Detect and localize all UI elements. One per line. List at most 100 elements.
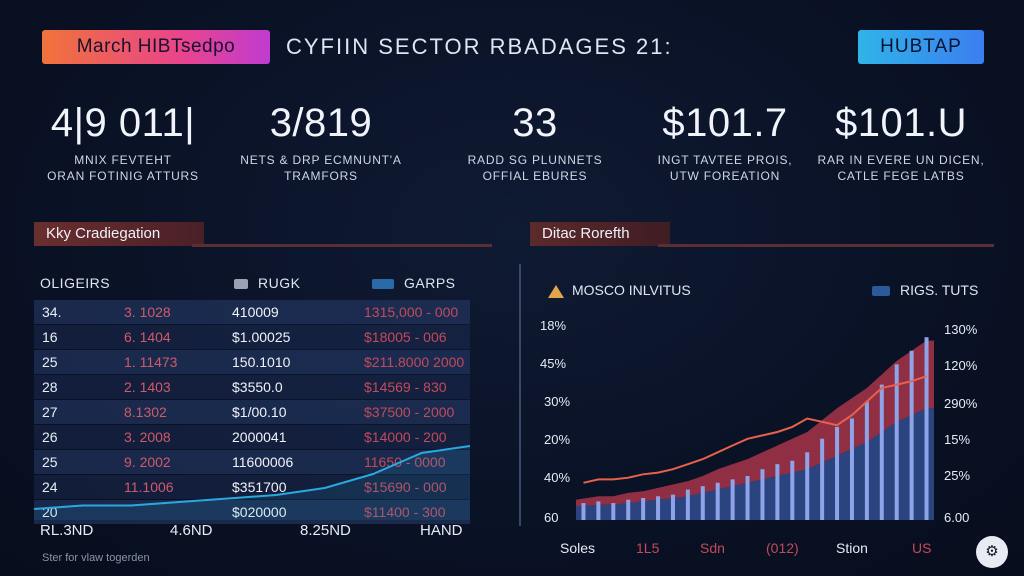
bars-icon: [872, 286, 890, 297]
brand-pill[interactable]: March HIBTsedpo: [42, 30, 270, 64]
panel-divider: [658, 244, 994, 247]
table-cell: $37500 - 2000: [364, 404, 455, 420]
table-row[interactable]: 34. 3. 1028 410009 1315,000 - 000: [34, 300, 470, 324]
row-background: [34, 425, 470, 449]
y-tick-left: 20%: [544, 432, 571, 447]
table-row[interactable]: 20$020000$11400 - 300: [34, 500, 470, 524]
legend-item[interactable]: MOSCO INLVITUS: [548, 282, 691, 298]
x-tick-label: US: [912, 540, 932, 556]
bar: [805, 452, 810, 520]
col-header[interactable]: RUGK: [234, 275, 300, 291]
table-cell: 34.: [42, 304, 62, 320]
bar: [760, 469, 765, 520]
col-header[interactable]: GARPS: [372, 275, 456, 291]
kpi-caption: RADD SG PLUNNETS OFFIAL EBURES: [467, 153, 603, 183]
kpi-card: 3/819 NETS & DRP ECMNUNT'A TRAMFORS: [226, 100, 416, 184]
table-cell: 150.1010: [232, 354, 291, 370]
table-cell: 25: [42, 354, 58, 370]
bar: [730, 479, 735, 520]
bar: [820, 438, 825, 520]
table-row[interactable]: 24 11.1006 $351700 $15690 - 000: [34, 475, 470, 499]
kpi-caption: NETS & DRP ECMNUNT'A TRAMFORS: [240, 153, 402, 183]
panel-divider: [192, 244, 492, 247]
kpi-value: 3/819: [269, 101, 373, 145]
y-tick-right: 6.00: [944, 510, 970, 525]
table-cell: $18005 - 006: [364, 329, 447, 345]
table-row[interactable]: 28 2. 1403 $3550.0 $14569 - 830: [34, 375, 470, 399]
kpi-card: $101.U RAR IN EVERE UN DICEN, CATLE FEGE…: [806, 100, 996, 184]
kpi-card: 4|9 011| MNIX FEVTEHT ORAN FOTINIG ATTUR…: [28, 100, 218, 184]
bar: [596, 501, 601, 520]
table-row[interactable]: 16 6. 1404 $1.00025 $18005 - 006: [34, 325, 470, 349]
area-band-red: [576, 340, 934, 507]
legend-label: RIGS. TUTS: [900, 282, 979, 298]
table-cell: 3. 1028: [124, 304, 171, 320]
left-panel-title: Kky Cradiegation: [34, 222, 204, 246]
row-background: [34, 325, 470, 349]
table-footer-cell: RL.3ND: [40, 522, 94, 539]
row-background: [34, 375, 470, 399]
table-cell: 1315,000 - 000: [364, 304, 459, 320]
row-background: [34, 300, 470, 324]
table-row[interactable]: 25 1. 11473 150.1010 $211.8000 2000: [34, 350, 470, 374]
y-tick-left: 45%: [540, 356, 567, 371]
bar: [864, 401, 869, 520]
table-row[interactable]: 27 8.1302 $1/00.10 $37500 - 2000: [34, 400, 470, 424]
x-tick-label: (012): [766, 540, 799, 556]
table-cell: $15690 - 000: [364, 475, 447, 499]
kpi-caption: INGT TAVTEE PROIS, UTW FOREATION: [657, 153, 793, 183]
table-cell: 24: [42, 479, 58, 495]
bar: [611, 503, 616, 520]
right-bar-chart: [576, 337, 934, 520]
y-tick-right: 290%: [944, 396, 978, 411]
table-cell: 28: [42, 379, 58, 395]
legend-label: MOSCO INLVITUS: [572, 282, 691, 298]
table-cell: $020000: [232, 500, 287, 524]
table-cell: 3. 2008: [124, 429, 171, 445]
table-cell: 410009: [232, 304, 279, 320]
table-cell: 2. 1403: [124, 379, 171, 395]
table-cell: 6. 1404: [124, 329, 171, 345]
table-cell: 2000041: [232, 429, 287, 445]
table-cell: $3550.0: [232, 379, 283, 395]
bar: [879, 384, 884, 520]
page-title: CYFIIN SECTOR RBADAGES 21:: [286, 34, 673, 59]
bar: [656, 496, 661, 520]
bar: [685, 489, 690, 520]
table-cell: 11.1006: [124, 479, 174, 495]
table-row[interactable]: 26 3. 2008 2000041 $14000 - 200: [34, 425, 470, 449]
table-cell: 11600006: [232, 454, 294, 470]
triangle-icon: [548, 284, 564, 298]
table-cell: 1. 11473: [124, 354, 178, 370]
bar: [715, 482, 720, 520]
trend-area: [34, 446, 470, 520]
row-background: [34, 400, 470, 424]
col-header[interactable]: OLIGEIRS: [40, 275, 111, 291]
legend-item[interactable]: RIGS. TUTS: [872, 282, 978, 298]
kpi-value: 33: [512, 101, 558, 145]
table-cell: $14000 - 200: [364, 429, 447, 445]
table-cell: 16: [42, 329, 58, 345]
action-pill-button[interactable]: HUBTAP: [858, 30, 984, 64]
col-header-label: GARPS: [404, 275, 456, 291]
bar: [909, 350, 914, 520]
trend-line: [34, 445, 470, 510]
x-tick-label: Stion: [836, 540, 868, 556]
y-tick-left: 60: [544, 510, 559, 525]
table-cell: 25: [42, 454, 58, 470]
bar: [626, 499, 631, 520]
col-header-label: RUGK: [258, 275, 301, 291]
table-cell: $11400 - 300: [364, 500, 445, 524]
table-cell: 27: [42, 404, 58, 420]
settings-icon[interactable]: ⚙: [976, 536, 1008, 568]
table-cell: $351700: [232, 479, 287, 495]
table-row[interactable]: 25 9. 2002 11600006 11650 - 0000: [34, 450, 470, 474]
x-tick-label: Soles: [560, 540, 596, 556]
y-tick-left: 30%: [544, 394, 571, 409]
y-tick-right: 130%: [944, 322, 978, 337]
y-tick-left: 40%: [544, 470, 571, 485]
area-band-blue: [576, 408, 934, 520]
kpi-card: 33 RADD SG PLUNNETS OFFIAL EBURES: [440, 100, 630, 184]
table-footer-cell: 4.6ND: [170, 522, 213, 539]
bar: [790, 460, 795, 520]
